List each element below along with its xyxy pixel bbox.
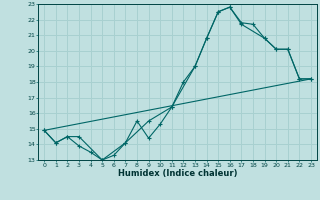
X-axis label: Humidex (Indice chaleur): Humidex (Indice chaleur) — [118, 169, 237, 178]
